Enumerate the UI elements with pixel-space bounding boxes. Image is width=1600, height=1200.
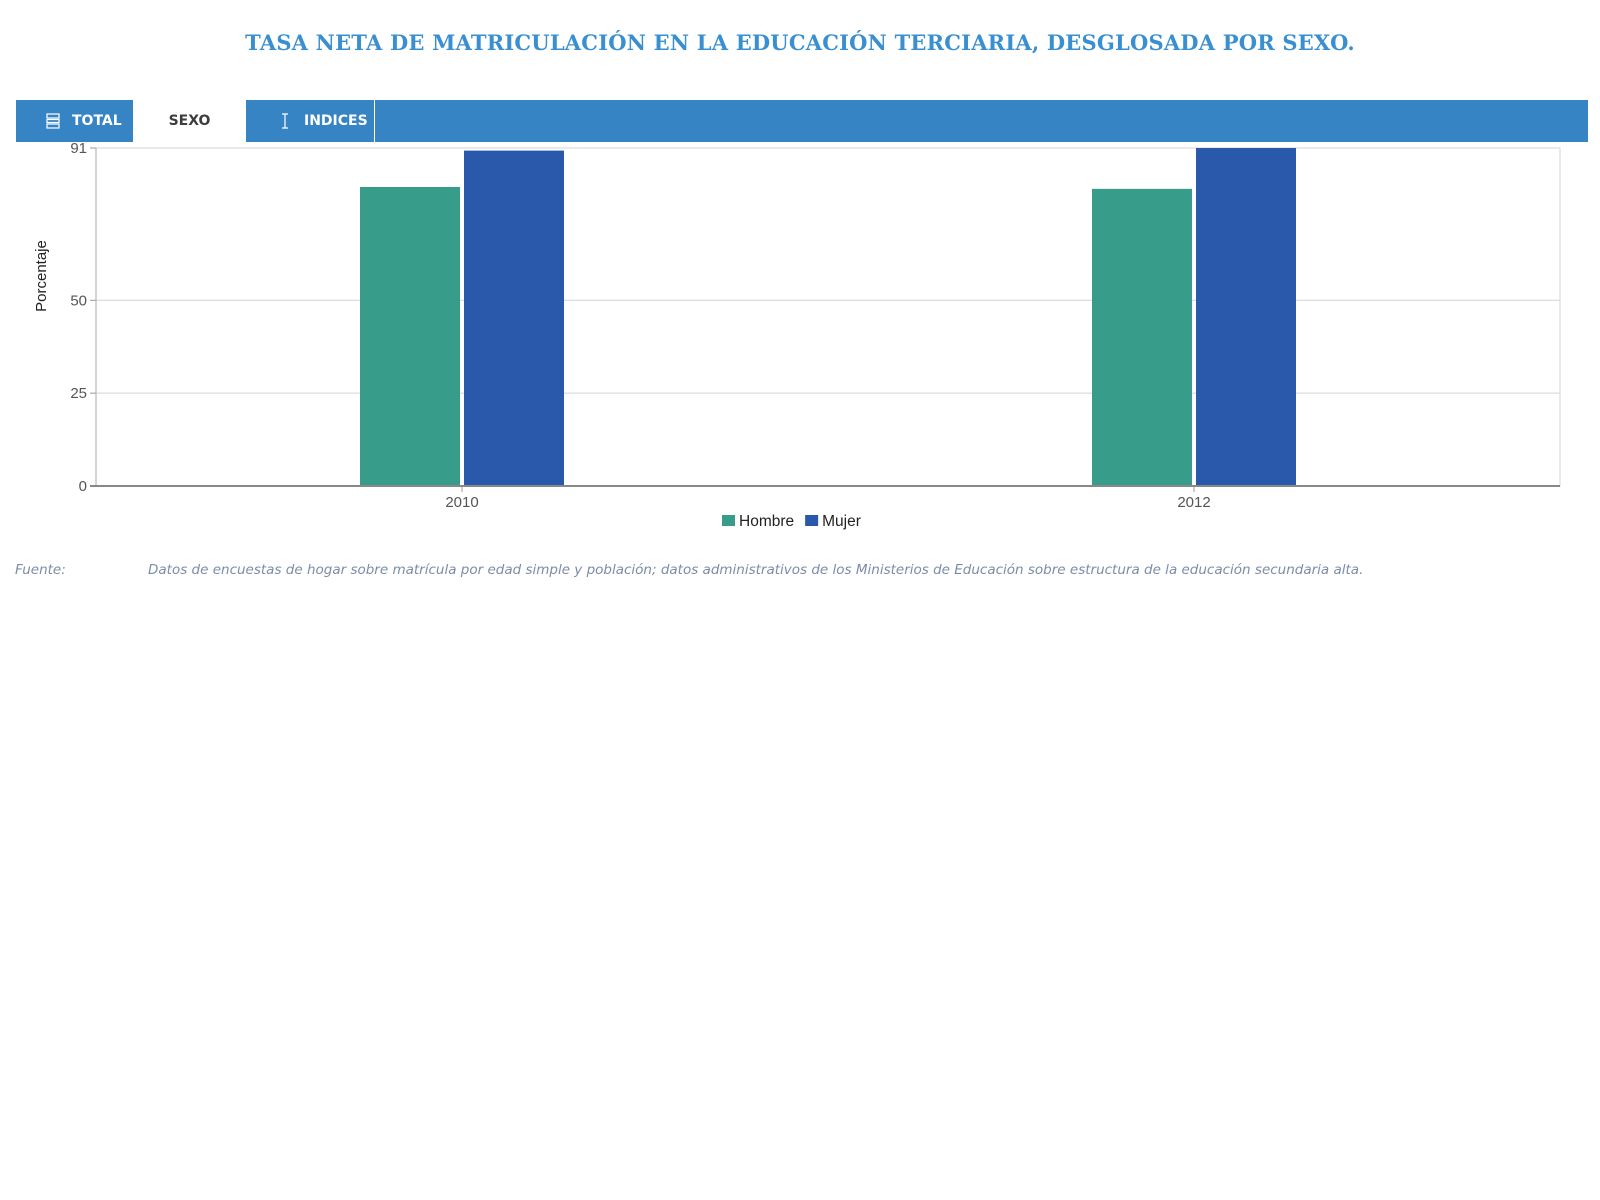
x-tick-label: 2010	[445, 494, 478, 511]
source-label: Fuente:	[15, 562, 66, 578]
bar-hombre-2012	[1092, 188, 1192, 486]
legend-label-hombre: Hombre	[739, 513, 794, 530]
legend-swatch-hombre	[722, 515, 735, 526]
tab-sexo[interactable]: SEXO	[133, 100, 246, 142]
y-tick-label: 25	[70, 385, 87, 402]
tab-indices[interactable]: INDICES	[246, 100, 375, 142]
chart-area: 0 25 50 91 2010 2012 Porcentaje Hombre Mujer	[0, 140, 1600, 542]
y-tick-label: 50	[70, 292, 87, 309]
bar-mujer-2010	[464, 150, 564, 486]
legend-swatch-mujer	[805, 515, 819, 526]
y-tick-label: 91	[70, 142, 87, 157]
tab-bar: TOTAL SEXO INDICES	[16, 100, 1588, 142]
tab-total[interactable]: TOTAL	[16, 100, 133, 142]
tab-indices-label: INDICES	[304, 113, 368, 129]
bar-mujer-2012	[1196, 148, 1296, 486]
tab-total-label: TOTAL	[72, 113, 122, 129]
rows-icon	[44, 112, 62, 130]
source-text: Datos de encuestas de hogar sobre matríc…	[148, 562, 1364, 578]
bar-hombre-2010	[360, 187, 460, 486]
legend-label-mujer: Mujer	[822, 513, 861, 530]
y-tick-label: 0	[79, 478, 87, 495]
bar-chart: 0 25 50 91 2010 2012 Porcentaje Hombre Mujer	[33, 140, 1561, 530]
x-tick-label: 2012	[1177, 494, 1210, 511]
plot-frame	[95, 147, 1561, 487]
text-cursor-icon	[276, 112, 294, 130]
page-title: TASA NETA DE MATRICULACIÓN EN LA EDUCACI…	[245, 30, 1355, 55]
y-axis-label: Porcentaje	[33, 240, 50, 312]
tab-sexo-label: SEXO	[168, 113, 211, 129]
